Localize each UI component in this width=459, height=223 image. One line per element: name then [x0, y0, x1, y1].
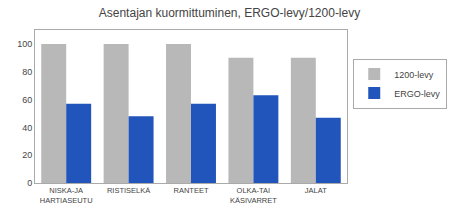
svg-text:OLKA-TAIKÄSIVARRET: OLKA-TAIKÄSIVARRET: [230, 186, 277, 205]
svg-text:80: 80: [22, 67, 32, 77]
svg-text:ERGO-levy: ERGO-levy: [394, 89, 440, 99]
svg-text:40: 40: [22, 123, 32, 133]
svg-text:0: 0: [27, 178, 32, 188]
svg-text:20: 20: [22, 150, 32, 160]
svg-text:Asentajan kuormittuminen, ERGO: Asentajan kuormittuminen, ERGO-levy/1200…: [99, 6, 360, 20]
svg-text:1200-levy: 1200-levy: [394, 70, 434, 80]
svg-text:60: 60: [22, 95, 32, 105]
svg-text:JALAT: JALAT: [305, 186, 327, 195]
svg-text:NISKA-JAHARTIASEUTU: NISKA-JAHARTIASEUTU: [40, 186, 93, 205]
svg-text:RANTEET: RANTEET: [173, 186, 208, 195]
svg-text:100: 100: [17, 39, 32, 49]
svg-text:RISTISELKÄ: RISTISELKÄ: [107, 186, 150, 195]
